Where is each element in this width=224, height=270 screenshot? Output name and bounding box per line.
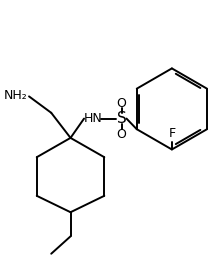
Text: NH₂: NH₂ xyxy=(3,89,27,102)
Text: HN: HN xyxy=(83,112,102,125)
Text: S: S xyxy=(117,111,127,126)
Text: F: F xyxy=(168,127,175,140)
Text: O: O xyxy=(117,97,127,110)
Text: O: O xyxy=(117,127,127,140)
